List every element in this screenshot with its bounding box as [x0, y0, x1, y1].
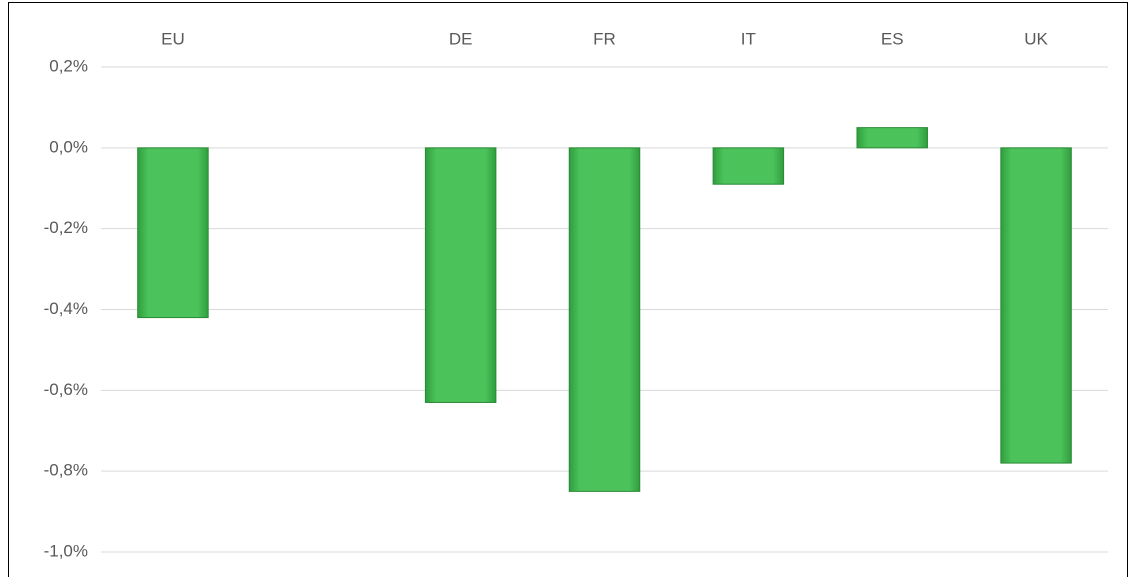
- chart-frame: [8, 2, 1128, 577]
- bar: [137, 147, 209, 319]
- x-tick-label: EU: [161, 29, 185, 48]
- y-tick-label: -0,2%: [44, 218, 88, 237]
- bar: [424, 147, 497, 403]
- x-tick-label: ES: [881, 29, 904, 48]
- y-tick-label: -1,0%: [44, 541, 88, 560]
- bar: [568, 147, 641, 492]
- y-tick-label: -0,6%: [44, 380, 88, 399]
- x-tick-label: UK: [1024, 29, 1048, 48]
- bar: [1000, 147, 1072, 464]
- y-tick-label: 0,2%: [49, 56, 88, 75]
- y-tick-label: -0,4%: [44, 299, 88, 318]
- bar: [712, 147, 785, 185]
- x-tick-label: FR: [593, 29, 616, 48]
- bar: [856, 127, 928, 149]
- x-tick-label: IT: [741, 29, 756, 48]
- x-tick-label: DE: [449, 29, 473, 48]
- y-tick-label: 0,0%: [49, 137, 88, 156]
- y-tick-label: -0,8%: [44, 461, 88, 480]
